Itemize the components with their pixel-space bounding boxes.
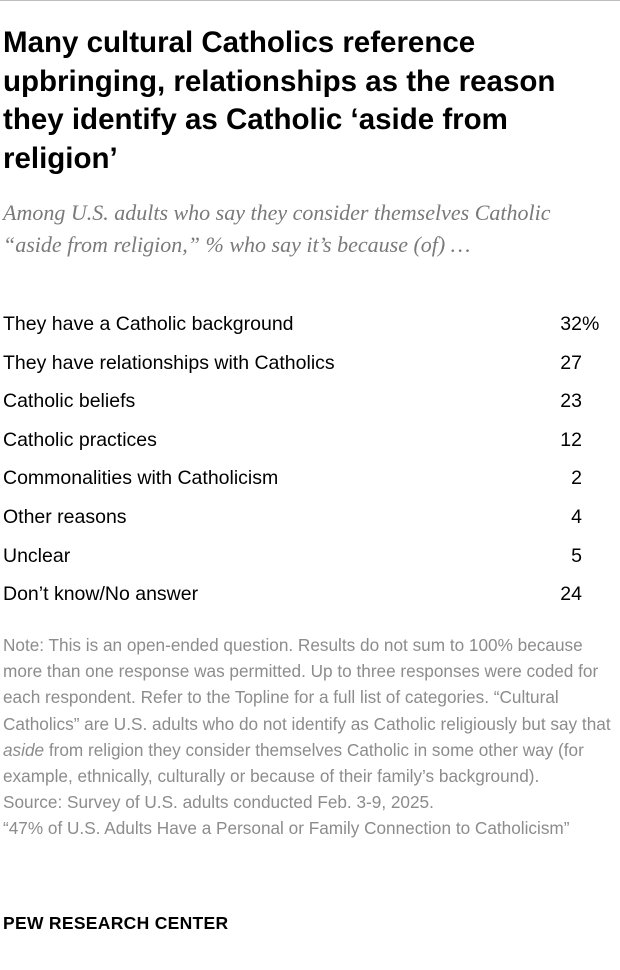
data-table: They have a Catholic background 32% They h…	[0, 308, 620, 617]
row-value: 2	[571, 467, 582, 490]
table-row: Catholic beliefs 23	[0, 385, 620, 424]
row-label: Don’t know/No answer	[3, 583, 199, 606]
row-value: 23	[560, 390, 582, 413]
row-value: 5	[571, 544, 582, 567]
row-label: Commonalities with Catholicism	[3, 467, 279, 490]
table-row: Catholic practices 12	[0, 424, 620, 463]
report-title: “47% of U.S. Adults Have a Personal or F…	[3, 818, 570, 839]
row-value: 27	[560, 351, 582, 374]
note-emphasis: aside	[3, 739, 45, 760]
top-divider	[0, 0, 620, 1]
row-label: Catholic beliefs	[3, 390, 136, 413]
row-label: Unclear	[3, 544, 71, 567]
source-text: Source: Survey of U.S. adults conducted …	[3, 792, 434, 813]
table-row: Commonalities with Catholicism 2	[0, 462, 620, 501]
note-text: Note: This is an open-ended question. Re…	[3, 635, 611, 734]
row-value: 4	[571, 505, 582, 528]
row-label: They have a Catholic background	[3, 313, 294, 335]
note-text-continued: from religion they consider themselves C…	[3, 739, 584, 787]
pew-logo: PEW RESEARCH CENTER	[3, 913, 229, 933]
row-label: Other reasons	[3, 505, 127, 528]
row-value: 32	[560, 313, 582, 335]
table-row: Don’t know/No answer 24	[0, 578, 620, 617]
table-row: They have a Catholic background 32%	[0, 308, 620, 347]
row-value: 24	[560, 583, 582, 606]
row-label: They have relationships with Catholics	[3, 351, 335, 374]
chart-title: Many cultural Catholics reference upbrin…	[3, 26, 556, 175]
table-row: They have relationships with Catholics 27	[0, 347, 620, 386]
chart-subtitle: Among U.S. adults who say they consider …	[3, 200, 551, 257]
percent-sign: %	[582, 313, 600, 335]
chart-note: Note: This is an open-ended question. Re…	[3, 632, 615, 842]
table-row: Unclear 5	[0, 540, 620, 579]
row-value: 12	[560, 428, 582, 451]
row-label: Catholic practices	[3, 428, 157, 451]
table-row: Other reasons 4	[0, 501, 620, 540]
